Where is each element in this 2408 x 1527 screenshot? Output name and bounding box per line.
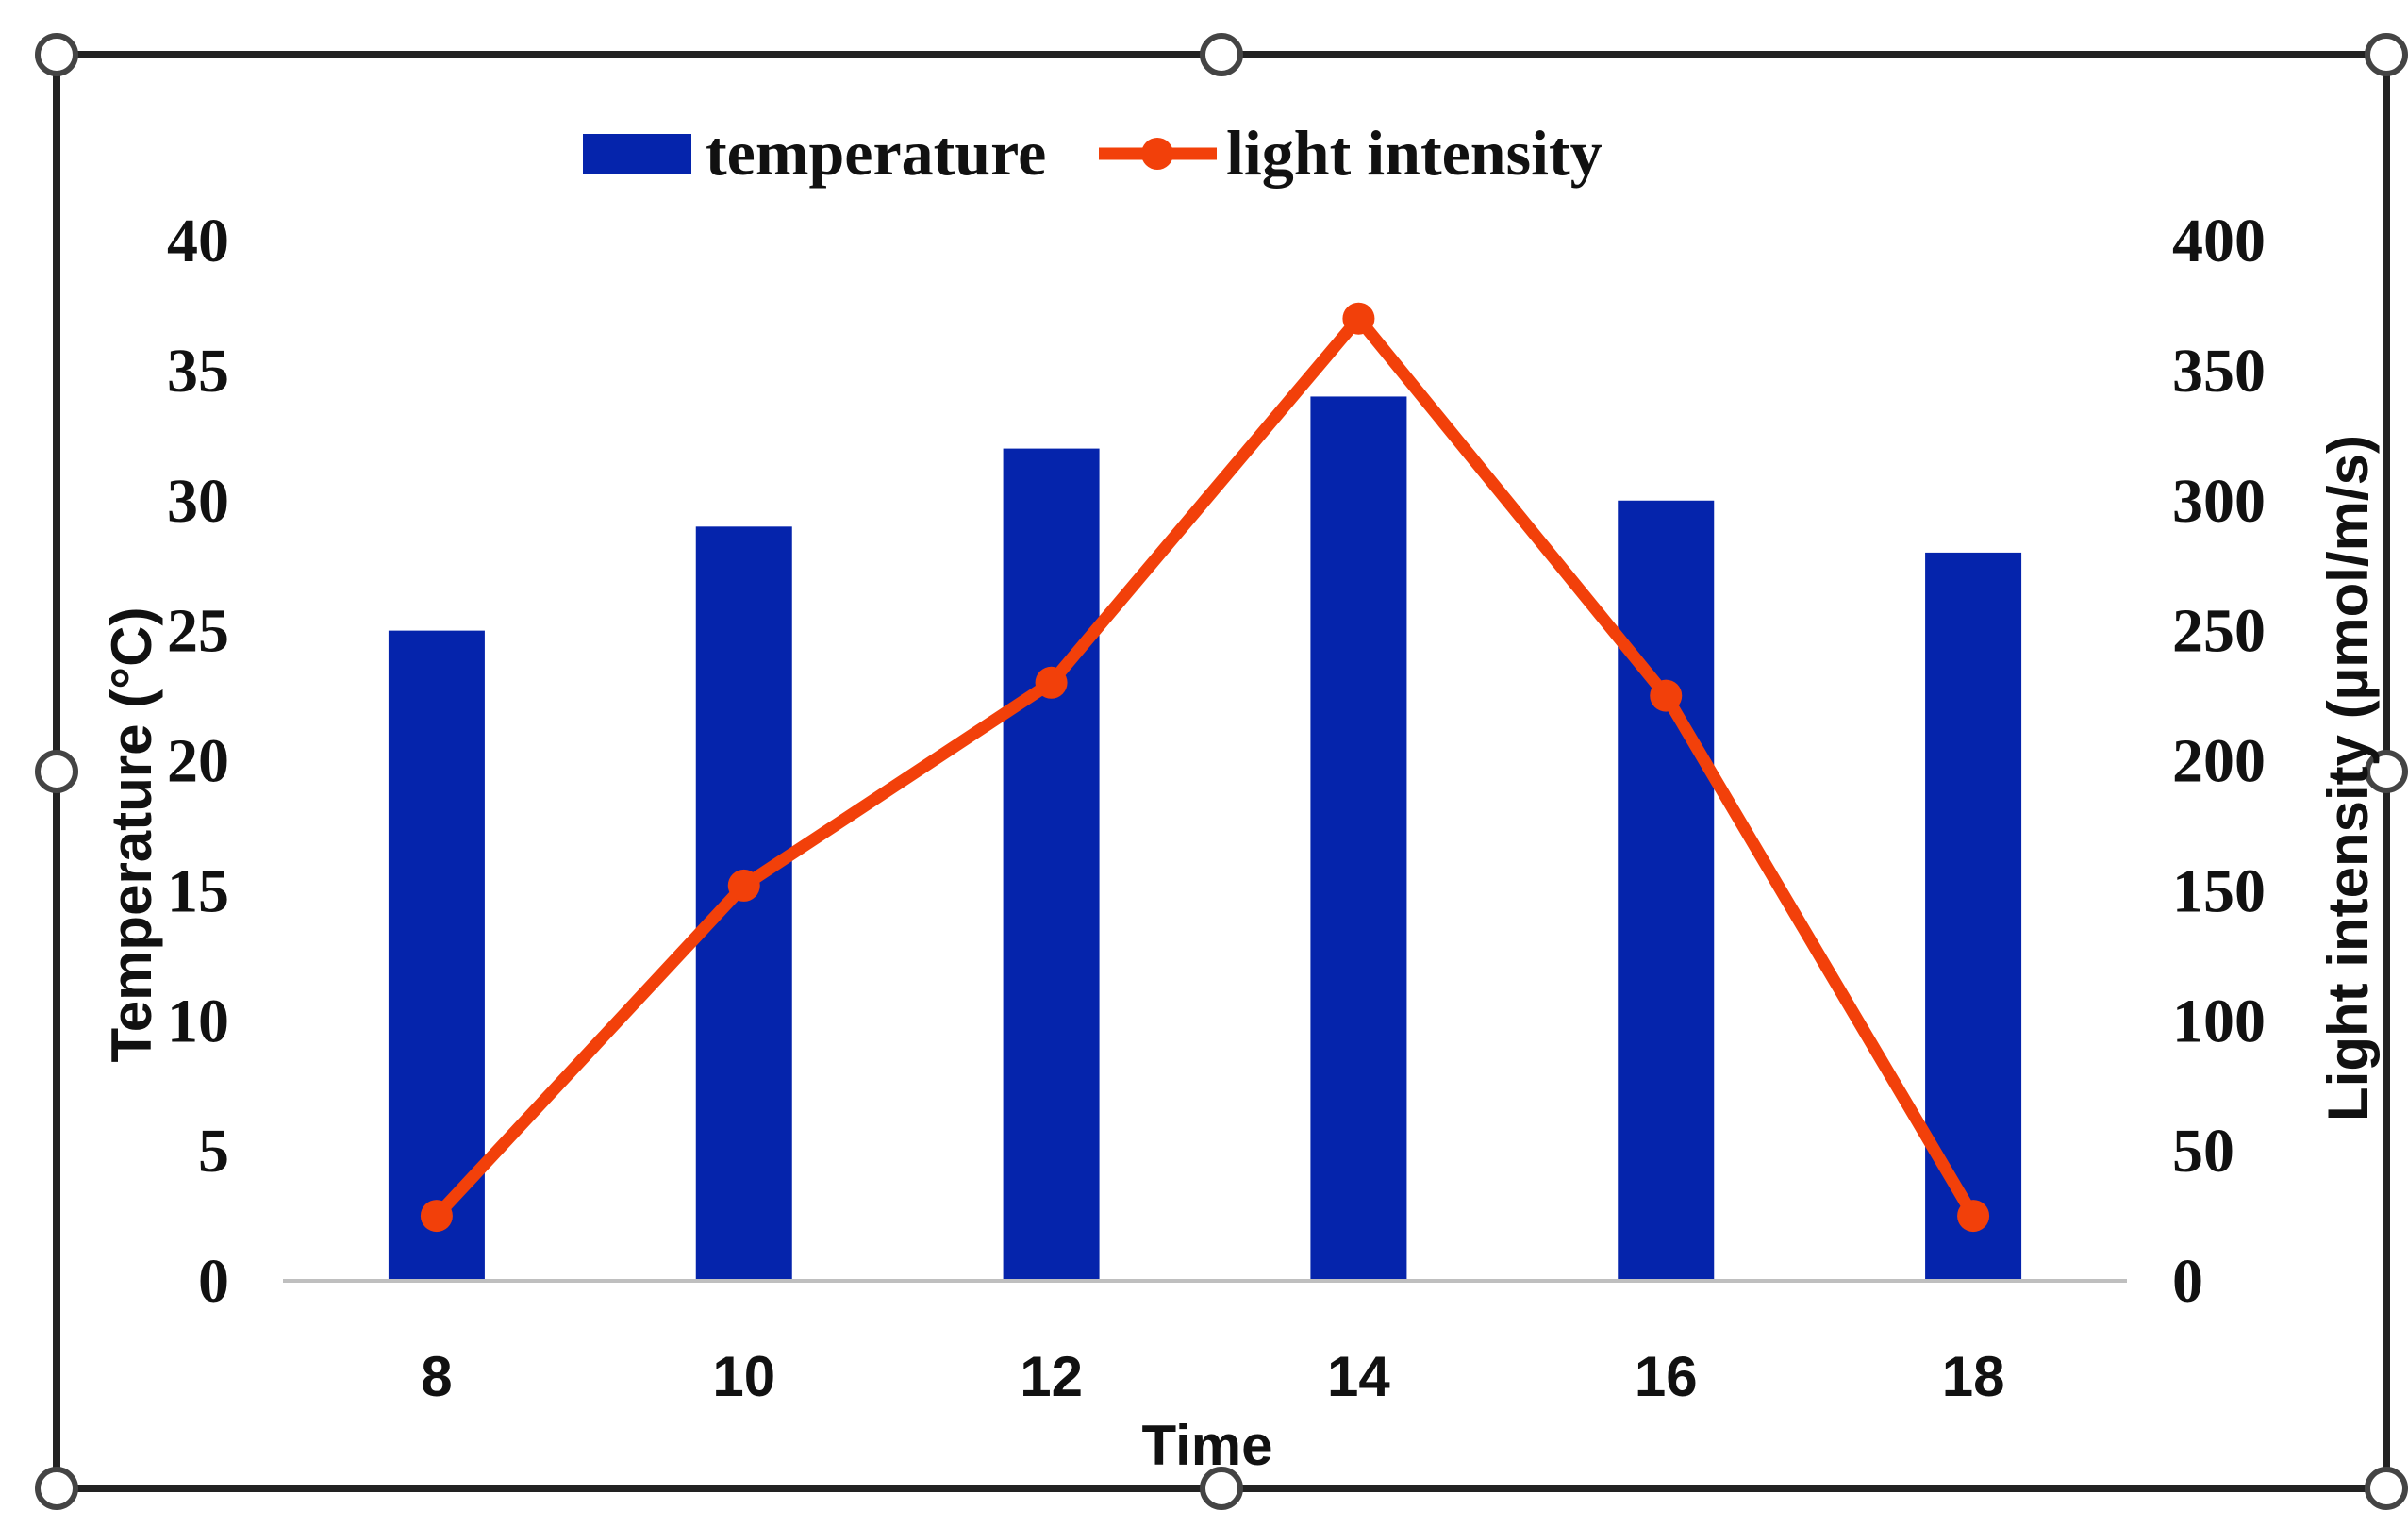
y2-tick-label: 0: [2172, 1247, 2203, 1316]
x-tick-label: 8: [421, 1345, 452, 1408]
legend-marker-light-intensity: [1141, 138, 1173, 170]
y-tick-label: 5: [198, 1117, 229, 1186]
frame-handles: [35, 33, 2408, 1510]
y2-tick-label: 400: [2172, 207, 2266, 275]
frame-handle: [2365, 1467, 2408, 1510]
bar-temperature-18: [1925, 552, 2022, 1281]
frame-handle: [1200, 1467, 1243, 1510]
point-light-intensity-16: [1650, 679, 1683, 712]
y-axis-title: Temperature (°C): [100, 607, 163, 1063]
x-tick-label: 16: [1635, 1345, 1698, 1408]
y-tick-label: 25: [167, 597, 229, 666]
y2-tick-label: 350: [2172, 337, 2266, 406]
frame-handle: [2365, 750, 2408, 793]
y2-tick-label: 100: [2172, 987, 2266, 1055]
y-tick-label: 35: [167, 337, 229, 406]
y2-tick-label: 200: [2172, 727, 2266, 796]
bar-temperature-14: [1310, 396, 1407, 1281]
y2-tick-label: 250: [2172, 597, 2266, 666]
x-tick-label: 14: [1327, 1345, 1390, 1408]
bar-temperature-16: [1618, 500, 1715, 1281]
y2-tick-label: 300: [2172, 467, 2266, 536]
y-tick-label: 20: [167, 727, 229, 796]
y-tick-label: 30: [167, 467, 229, 536]
x-tick-label: 10: [712, 1345, 775, 1408]
y-tick-label: 0: [198, 1247, 229, 1316]
y2-tick-label: 50: [2172, 1117, 2234, 1186]
bar-temperature-12: [1003, 448, 1100, 1282]
point-light-intensity-12: [1035, 666, 1068, 699]
frame-handle: [35, 33, 78, 76]
y-tick-label: 40: [167, 207, 229, 275]
legend: temperature light intensity: [583, 117, 1603, 189]
y-tick-label: 10: [167, 987, 229, 1055]
point-light-intensity-14: [1342, 302, 1375, 335]
legend-label-light-intensity: light intensity: [1226, 117, 1603, 189]
ticks-layer: 0510152025303540050100150200250300350400…: [167, 207, 2266, 1408]
y2-tick-label: 150: [2172, 856, 2266, 925]
y-tick-label: 15: [167, 856, 229, 925]
frame-handle: [2365, 33, 2408, 76]
bars-layer: [388, 396, 2022, 1282]
point-light-intensity-10: [727, 869, 760, 902]
legend-swatch-temperature: [583, 134, 691, 174]
bar-temperature-10: [695, 526, 792, 1281]
frame-handle: [35, 750, 78, 793]
line-light-intensity: [430, 312, 1980, 1222]
y2-axis-title: Light intensity (µmol/m/s): [2317, 435, 2380, 1121]
frame-handle: [35, 1467, 78, 1510]
point-light-intensity-18: [1957, 1200, 1990, 1233]
x-tick-label: 12: [1020, 1345, 1083, 1408]
line-layer: [420, 302, 1990, 1233]
legend-label-temperature: temperature: [706, 117, 1046, 189]
x-tick-label: 18: [1942, 1345, 2005, 1408]
x-axis-title: Time: [1142, 1414, 1273, 1477]
point-light-intensity-8: [420, 1200, 453, 1233]
frame-handle: [1200, 33, 1243, 76]
